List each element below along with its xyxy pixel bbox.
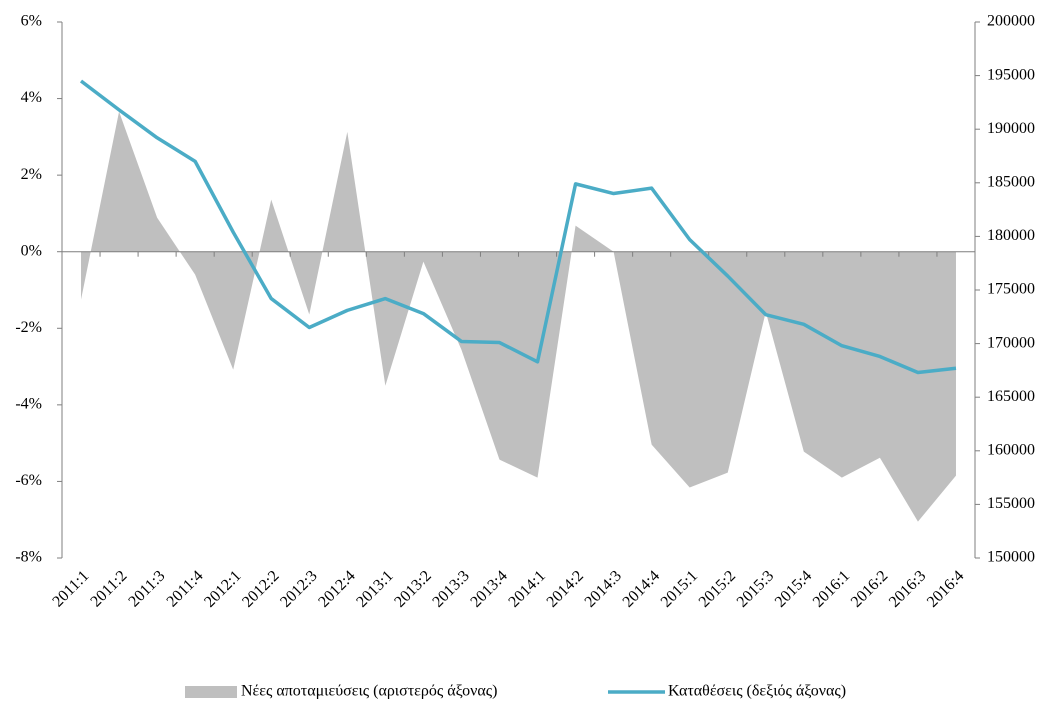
x-tick-label: 2013:4 — [467, 567, 510, 610]
x-tick-label: 2016:4 — [924, 567, 967, 610]
legend-label: Νέες αποταμιεύσεις (αριστερός άξονας) — [241, 683, 497, 700]
x-tick-label: 2011:2 — [87, 567, 130, 610]
y-tick-label: -4% — [15, 396, 42, 413]
area — [81, 111, 956, 522]
y-tick-label: 6% — [21, 13, 42, 30]
x-tick-label: 2011:4 — [164, 567, 207, 610]
y2-tick-label: 190000 — [987, 120, 1035, 137]
x-tick-label: 2012:2 — [239, 567, 282, 610]
y2-tick-label: 150000 — [987, 549, 1035, 566]
x-tick-label: 2012:1 — [201, 567, 244, 610]
x-tick-label: 2011:3 — [125, 567, 168, 610]
x-tick-label: 2012:3 — [277, 567, 320, 610]
x-tick-label: 2016:2 — [848, 567, 891, 610]
x-tick-label: 2015:2 — [696, 567, 739, 610]
legend-label: Καταθέσεις (δεξιός άξονας) — [668, 683, 846, 700]
x-tick-label: 2016:3 — [886, 567, 929, 610]
x-tick-label: 2015:3 — [734, 567, 777, 610]
y2-tick-label: 175000 — [987, 281, 1035, 298]
y2-tick-label: 160000 — [987, 441, 1035, 458]
x-tick-label: 2012:4 — [315, 567, 358, 610]
x-tick-label: 2014:3 — [582, 567, 625, 610]
y2-tick-label: 200000 — [987, 13, 1035, 30]
y2-tick-label: 165000 — [987, 388, 1035, 405]
x-tick-label: 2014:2 — [544, 567, 587, 610]
x-tick-label: 2014:4 — [620, 567, 663, 610]
x-tick-label: 2013:1 — [353, 567, 396, 610]
x-tick-label: 2011:1 — [49, 567, 92, 610]
x-tick-label: 2015:4 — [772, 567, 815, 610]
x-tick-label: 2013:2 — [391, 567, 434, 610]
y-tick-label: 0% — [21, 242, 42, 259]
y-tick-label: -8% — [15, 549, 42, 566]
y-tick-label: -6% — [15, 472, 42, 489]
x-tick-label: 2013:3 — [429, 567, 472, 610]
y-tick-label: -2% — [15, 319, 42, 336]
x-tick-label: 2015:1 — [658, 567, 701, 610]
y2-tick-label: 155000 — [987, 495, 1035, 512]
line — [79, 79, 957, 375]
x-tick-label: 2016:1 — [810, 567, 853, 610]
y2-tick-label: 170000 — [987, 334, 1035, 351]
legend-swatch — [185, 686, 237, 698]
y2-tick-label: 180000 — [987, 227, 1035, 244]
x-tick-label: 2014:1 — [505, 567, 548, 610]
y-tick-label: 4% — [21, 89, 42, 106]
y2-tick-label: 185000 — [987, 173, 1035, 190]
y2-tick-label: 195000 — [987, 66, 1035, 83]
y-tick-label: 2% — [21, 166, 42, 183]
